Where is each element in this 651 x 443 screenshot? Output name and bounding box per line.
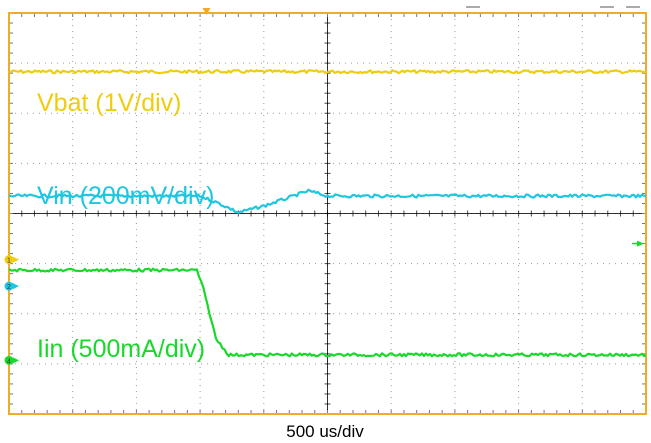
channel-2-marker [4,281,14,291]
vin-label: Vin (200mV/div) [37,182,214,210]
channel-1-number: 1 [7,258,11,265]
channel-1-marker [4,255,14,265]
trace-line-2 [8,267,647,358]
channel-4-marker [4,355,14,365]
channel-4-number: 4 [7,358,11,365]
trace-line-0 [8,68,647,75]
channel-2-number: 2 [7,284,11,291]
channel-1-arrow [13,256,19,263]
vbat-label: Vbat (1V/div) [37,89,182,117]
channel-marker-group: 1 2 4 [4,6,644,365]
trace-group [8,68,647,358]
trigger-position-marker [202,8,211,15]
trace-line-1 [8,188,647,214]
channel-4-arrow [13,357,19,364]
iin-label: Iin (500mA/div) [37,335,205,363]
x-axis-label: 500 us/div [286,422,364,441]
channel-2-arrow [13,283,19,290]
plot-frame [8,12,647,415]
right-level-arrow [637,240,644,247]
